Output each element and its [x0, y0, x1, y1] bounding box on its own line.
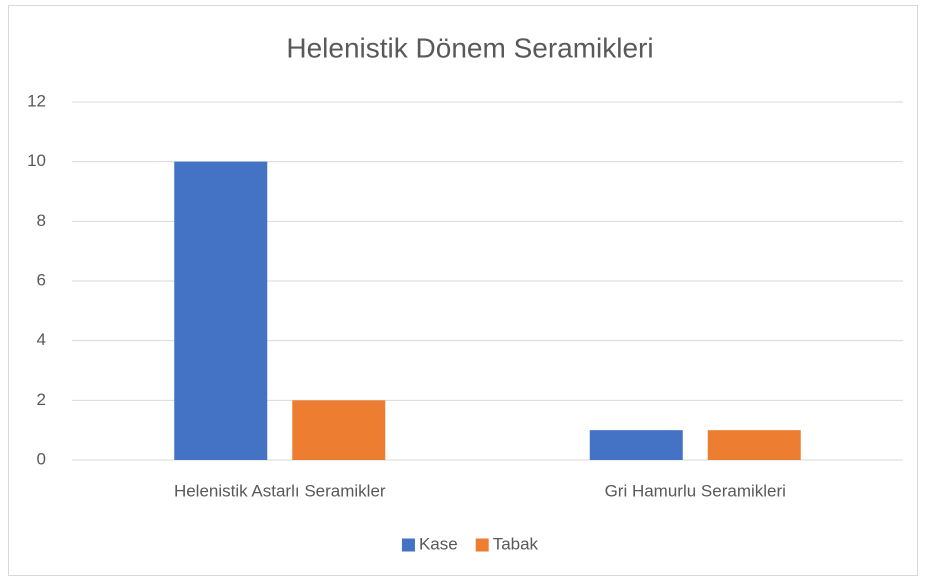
bar: [589, 430, 683, 460]
legend-label: Tabak: [493, 534, 539, 553]
legend-swatch: [401, 538, 415, 552]
y-tick-label: 2: [37, 390, 46, 409]
y-tick-label: 6: [37, 270, 46, 289]
x-tick-label: Gri Hamurlu Seramikleri: [605, 481, 786, 500]
y-tick-label: 8: [37, 211, 46, 230]
y-tick-label: 4: [37, 330, 46, 349]
y-tick-label: 12: [27, 91, 46, 110]
chart-title: Helenistik Dönem Seramikleri: [286, 32, 653, 63]
legend-label: Kase: [419, 534, 458, 553]
bar: [292, 400, 386, 460]
x-tick-label: Helenistik Astarlı Seramikler: [174, 481, 386, 500]
bar: [174, 161, 268, 460]
bar: [707, 430, 801, 460]
y-tick-label: 10: [27, 151, 46, 170]
y-tick-label: 0: [37, 449, 46, 468]
chart-border: [8, 5, 918, 576]
legend-swatch: [475, 538, 489, 552]
